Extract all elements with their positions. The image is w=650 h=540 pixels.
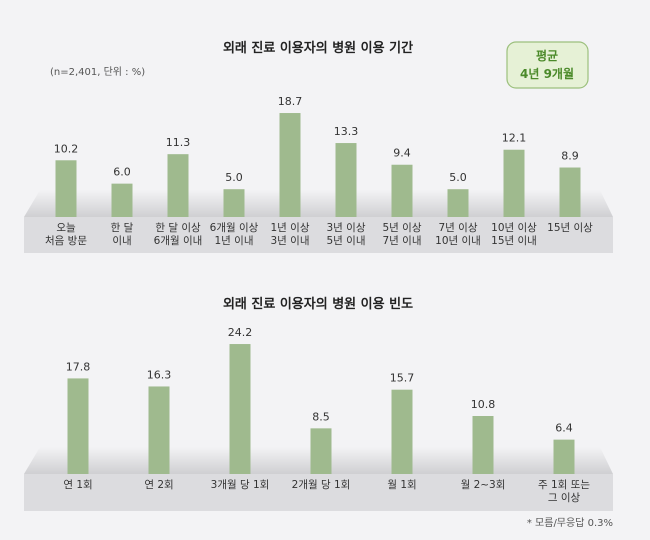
data-label: 11.3 (166, 136, 191, 149)
bar (310, 428, 332, 474)
data-label: 5.0 (449, 171, 467, 184)
data-label: 24.2 (228, 326, 253, 339)
category-label: 10년 이상 (491, 222, 537, 234)
data-label: 10.8 (471, 398, 496, 411)
category-label: 10년 이내 (435, 235, 481, 247)
bar (55, 160, 77, 217)
bar (503, 149, 525, 217)
category-label: 오늘 (56, 222, 76, 234)
category-label: 한 달 (111, 222, 134, 234)
average-value: 4년 9개월 (520, 66, 574, 81)
category-label: 월 2~3회 (461, 479, 506, 491)
category-label: 15년 이상 (547, 222, 593, 234)
category-label: 1년 이상 (271, 222, 310, 234)
category-label: 연 2회 (144, 479, 173, 491)
category-label: 월 1회 (387, 479, 416, 491)
category-label: 그 이상 (548, 492, 581, 504)
category-label: 3년 이상 (327, 222, 366, 234)
category-label: 주 1회 또는 (538, 479, 590, 491)
chart2-note: * 모름/무응답 0.3% (527, 517, 613, 529)
data-label: 16.3 (147, 368, 172, 381)
category-label: 연 1회 (63, 479, 92, 491)
data-label: 6.4 (555, 422, 573, 435)
average-label: 평균 (536, 49, 558, 63)
data-label: 17.8 (66, 360, 91, 373)
bar (447, 189, 469, 217)
bar (279, 113, 301, 217)
chart2-title: 외래 진료 이용자의 병원 이용 빈도 (223, 296, 413, 312)
bar (472, 416, 494, 474)
chart2-label-band (24, 474, 613, 511)
bar (335, 143, 357, 217)
data-label: 15.7 (390, 372, 415, 385)
data-label: 8.9 (561, 150, 579, 163)
category-label: 5년 이상 (383, 222, 422, 234)
data-label: 8.5 (312, 410, 330, 423)
category-label: 15년 이내 (491, 235, 537, 247)
data-label: 13.3 (334, 125, 359, 138)
data-label: 9.4 (393, 147, 411, 160)
category-label: 3개월 당 1회 (211, 479, 270, 491)
bar (167, 154, 189, 217)
bar (229, 344, 251, 474)
chart1-title: 외래 진료 이용자의 병원 이용 기간 (223, 40, 413, 56)
average-callout (506, 41, 589, 89)
category-label: 1년 이내 (215, 235, 254, 247)
category-label: 2개월 당 1회 (292, 479, 351, 491)
bar (67, 378, 89, 474)
category-label: 6개월 이상 (210, 222, 259, 234)
category-label: 한 달 이상 (155, 222, 201, 234)
data-label: 6.0 (113, 166, 131, 179)
category-label: 3년 이내 (271, 235, 310, 247)
category-label: 처음 방문 (45, 235, 87, 247)
category-label: 6개월 이내 (154, 235, 203, 247)
bar (111, 183, 133, 217)
bar (148, 386, 170, 474)
bar (559, 167, 581, 217)
data-label: 18.7 (278, 95, 303, 108)
category-label: 이내 (112, 235, 131, 247)
category-label: 7년 이내 (383, 235, 422, 247)
bar (223, 189, 245, 217)
chart1-label-band (24, 217, 613, 253)
bar (553, 439, 575, 474)
category-label: 5년 이내 (327, 235, 366, 247)
data-label: 5.0 (225, 171, 243, 184)
chart1-subtitle: (n=2,401, 단위 : %) (50, 65, 145, 78)
bar (391, 164, 413, 217)
category-label: 7년 이상 (439, 222, 478, 234)
data-label: 12.1 (502, 132, 527, 145)
data-label: 10.2 (54, 142, 79, 155)
bar (391, 389, 413, 474)
